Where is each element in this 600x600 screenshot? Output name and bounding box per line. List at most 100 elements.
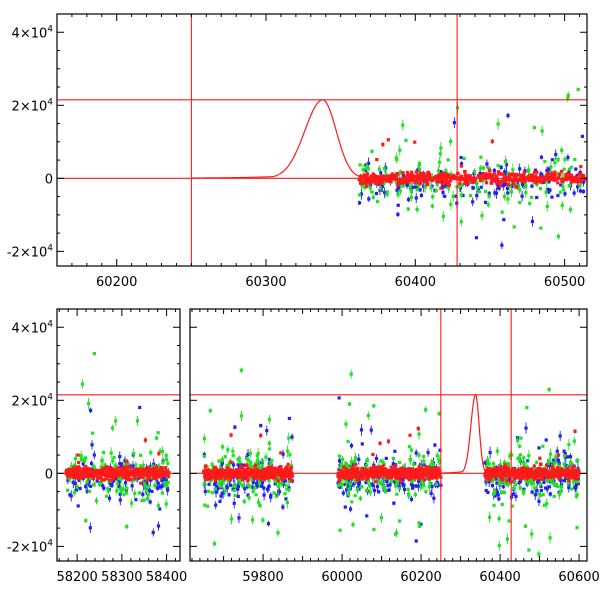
bottom-seg1-point [91,431,95,435]
bottom-seg1-point [83,468,88,473]
bottom-seg2-point [564,455,568,459]
bottom-seg2-point [202,453,206,457]
top-point [406,207,410,211]
top-point [553,170,557,174]
bottom-seg2-point [399,479,403,483]
bottom-seg2-point [353,459,357,463]
bottom-seg2-point [491,462,496,466]
bottom-seg2-point [365,463,369,468]
top-point [374,174,378,179]
top-point [381,142,385,147]
bottom-seg1-point [130,501,134,505]
bottom-seg1-point [126,470,131,475]
top-point [459,220,463,224]
bottom-seg2-point [246,475,250,480]
bottom-seg1-point [110,483,114,488]
bottom-seg2-point [411,473,415,478]
bottom-seg2-point [288,476,293,480]
bottom-seg2-point [259,433,263,438]
bottom-seg2-point [389,479,394,484]
top-point [557,172,562,177]
bottom-seg2-point [417,453,421,457]
bottom-seg1-point [158,507,162,511]
top-point [513,178,518,183]
bottom-seg2-point [493,489,497,493]
bottom-seg2-point [383,467,387,471]
bottom-seg1-point [92,482,96,486]
top-point [449,202,453,206]
bottom-seg2-point [214,469,219,473]
top-point [414,170,418,174]
bottom-seg2-point [237,478,241,483]
top-point [365,172,369,176]
bottom-seg2-point [342,465,346,470]
bottom-seg2-point [382,462,386,466]
bottom-seg2-point [340,463,344,467]
top-point [385,177,389,181]
bottom-seg2-point [237,469,241,473]
bottom-seg2-point [373,465,378,470]
top-point [437,160,442,164]
top-point [507,175,512,180]
bottom-seg2-point [414,539,418,543]
top-point [539,155,544,159]
bottom-seg2-point [342,474,347,478]
bottom-seg1-point [166,475,171,479]
bottom-seg1-point [106,489,110,493]
bottom-seg2-point [277,490,281,494]
bottom-seg1-point [84,484,88,489]
bottom-seg2-point [428,481,432,485]
bottom-seg2-point [488,450,492,455]
bottom-seg2-point [259,484,264,488]
top-point [542,180,546,184]
bottom-seg2-point [430,460,434,464]
bottom-seg1-point [121,487,125,491]
bottom-seg2-point [286,449,290,453]
bottom-seg2-point [219,464,223,468]
bottom-seg1-point [107,496,112,500]
bottom-seg1-point [80,382,85,386]
bottom-seg2-point [262,473,267,477]
bottom-seg2-point [219,476,223,480]
top-point [493,191,497,195]
bottom-seg1-point [165,483,169,488]
top-point [492,172,496,176]
bottom-seg1-point [139,467,143,472]
top-point [463,181,467,186]
bottom-seg2-point [219,494,223,498]
bottom-seg2-point [242,499,246,503]
bottom-seg2-point [499,465,503,469]
top-point [476,173,481,178]
bottom-seg1-point [144,488,149,493]
bottom-seg2-point [490,484,495,488]
bottom-seg2-point [497,544,501,548]
top-point [444,173,448,178]
bottom-seg2-point [278,464,283,469]
bottom-seg2-point [236,487,240,491]
bottom-seg1-point [140,499,144,503]
bottom-seg2-point [232,488,236,493]
top-point [448,179,453,183]
bottom-seg1-point [163,466,168,470]
bottom-seg2-point [249,460,253,464]
bottom-seg2-point [434,474,439,479]
bottom-seg2-point [406,492,411,496]
bottom-seg2-point [573,486,577,490]
bottom-seg1-point [108,481,112,485]
top-point [415,207,419,212]
top-point [438,152,442,156]
top-point [554,152,558,157]
bottom-seg2-point [550,464,555,469]
top-point [487,168,492,173]
bottom-seg1-point [161,460,165,464]
bottom-seg2-point [396,476,401,480]
bottom-seg2-point [341,491,345,495]
bottom-seg2-point [548,462,552,466]
bottom-seg2-point [508,454,512,458]
bottom-seg2-point [512,477,517,481]
bottom-seg2-point [225,475,230,480]
top-point [497,180,502,185]
bottom-seg2-point [418,524,422,528]
bottom-seg2-point [522,456,526,460]
bottom-seg2-point [437,468,441,473]
